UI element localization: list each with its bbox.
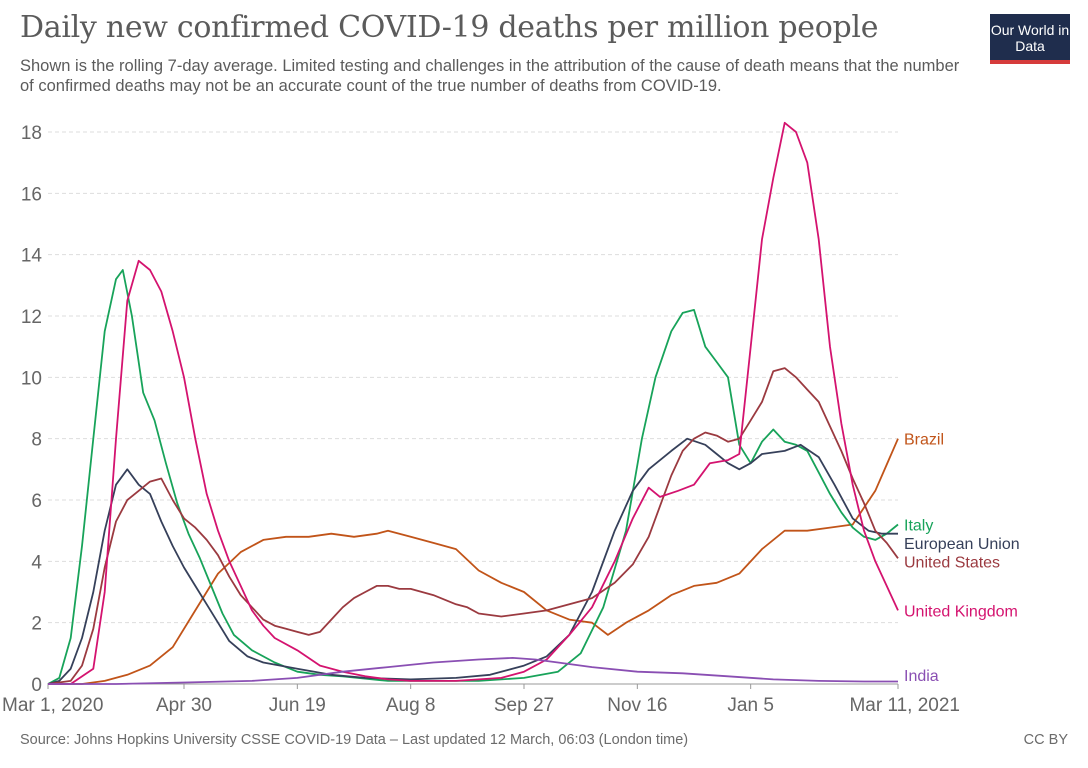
series-label-united-states[interactable]: United States bbox=[904, 554, 1000, 571]
series-label-india[interactable]: India bbox=[904, 668, 939, 685]
series-line-italy[interactable] bbox=[47, 269, 899, 685]
y-axis-ticks: 0 2 4 6 8 10 12 14 16 18 bbox=[21, 123, 43, 696]
series-line-united-states[interactable] bbox=[47, 367, 899, 685]
series-label-european-union[interactable]: European Union bbox=[904, 536, 1020, 553]
series-line-united-kingdom[interactable] bbox=[48, 121, 899, 685]
y-tick-label: 10 bbox=[21, 368, 42, 389]
series-lines bbox=[47, 121, 899, 685]
x-tick-label: Jun 19 bbox=[269, 695, 326, 716]
x-tick-label: Nov 16 bbox=[607, 695, 667, 716]
x-tick-label: Sep 27 bbox=[494, 695, 554, 716]
series-line-india[interactable] bbox=[48, 657, 898, 685]
license-link[interactable]: CC BY bbox=[1023, 732, 1068, 748]
x-tick-label: Mar 1, 2020 bbox=[2, 695, 103, 716]
source-note[interactable]: Source: Johns Hopkins University CSSE CO… bbox=[20, 732, 689, 748]
chart-title: Daily new confirmed COVID-19 deaths per … bbox=[20, 10, 879, 45]
y-tick-label: 14 bbox=[21, 246, 43, 267]
y-tick-label: 12 bbox=[21, 307, 42, 328]
y-tick-label: 2 bbox=[31, 614, 42, 635]
x-tick-label: Apr 30 bbox=[156, 695, 212, 716]
y-tick-label: 18 bbox=[21, 123, 42, 144]
x-tick-label: Mar 11, 2021 bbox=[849, 695, 960, 716]
y-tick-label: 8 bbox=[31, 430, 42, 451]
grid-lines bbox=[48, 131, 898, 685]
series-label-united-kingdom[interactable]: United Kingdom bbox=[904, 603, 1018, 620]
y-tick-label: 6 bbox=[31, 491, 42, 512]
series-line-european-union[interactable] bbox=[47, 437, 898, 685]
y-tick-label: 16 bbox=[21, 184, 42, 205]
y-tick-label: 4 bbox=[31, 552, 42, 573]
owid-logo[interactable]: Our World in Data bbox=[990, 14, 1070, 64]
chart-subtitle: Shown is the rolling 7-day average. Limi… bbox=[20, 57, 960, 95]
series-label-italy[interactable]: Italy bbox=[904, 518, 933, 535]
x-axis-ticks: Mar 1, 2020 Apr 30 Jun 19 Aug 8 Sep 27 Nov 16… bbox=[2, 684, 960, 716]
x-tick-label: Aug 8 bbox=[386, 695, 436, 716]
x-tick-label: Jan 5 bbox=[727, 695, 773, 716]
y-tick-label: 0 bbox=[31, 675, 42, 696]
series-label-brazil[interactable]: Brazil bbox=[904, 432, 944, 449]
